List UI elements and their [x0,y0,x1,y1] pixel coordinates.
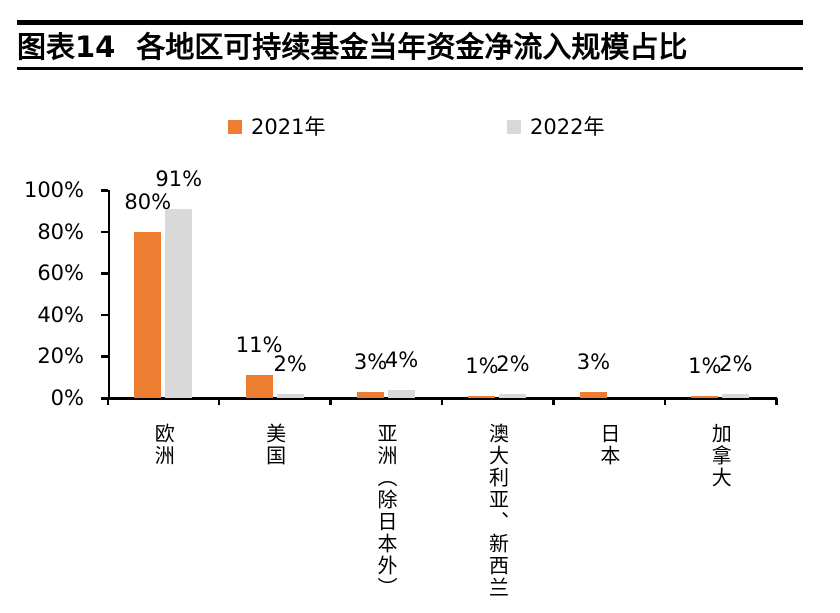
figure-header: 图表14 各地区可持续基金当年资金净流入规模占比 [17,29,687,65]
x-tick [440,398,444,405]
bar-value-label: 91% [155,166,203,191]
header-top-rule [17,20,803,25]
bar-s0-g5 [691,395,719,398]
y-tick-label: 100% [23,178,84,202]
x-tick [217,398,221,405]
bar-s0-g1 [245,375,273,398]
header-bottom-rule [17,67,803,70]
bar-value-label: 4% [384,347,419,372]
category-label: 亚洲（除日本外） [374,423,399,599]
y-tick [100,355,108,358]
bar-s0-g3 [468,395,496,398]
category-label: 欧洲 [151,423,176,467]
y-tick [100,230,108,234]
category-label: 美国 [262,423,287,467]
bar-s1-g1 [276,393,304,398]
y-tick-label: 40% [37,302,84,327]
x-tick [775,398,778,405]
bar-value-label: 3% [576,349,611,374]
legend-label: 2022年 [530,115,605,139]
y-tick-label: 0% [50,386,84,410]
bar-value-label: 1% [465,353,499,378]
figure-title: 各地区可持续基金当年资金净流入规模占比 [136,30,688,64]
y-tick [100,189,108,192]
bar-value-label: 80% [124,189,172,214]
x-tick [663,398,667,405]
bar-s1-g3 [499,393,527,398]
bar-value-label: 3% [353,349,388,374]
legend-item: 2021年 [228,112,325,142]
legend-swatch-icon [228,120,242,134]
y-tick-label: 80% [37,219,84,244]
y-tick [100,313,108,317]
category-label: 澳大利亚、新西兰 [485,423,510,599]
y-tick [100,397,108,400]
legend-item: 2022年 [507,112,604,142]
bar-value-label: 1% [688,353,722,378]
y-tick-label: 60% [37,261,84,286]
x-tick [106,398,109,405]
y-axis-line [107,190,110,398]
bar-value-label: 2% [719,351,753,376]
bar-s1-g0 [165,208,193,398]
bar-s0-g2 [357,391,385,398]
bar-s0-g0 [134,231,162,398]
x-tick [329,398,332,405]
bar-value-label: 2% [496,351,530,376]
legend-label: 2021年 [251,115,326,139]
bar-s1-g5 [722,393,750,398]
legend-swatch-icon [507,120,521,134]
y-tick [100,272,108,275]
bar-value-label: 2% [273,351,307,376]
bar-value-label: 11% [235,333,283,358]
bar-s1-g2 [388,389,416,398]
category-label: 日本 [596,423,621,467]
bar-s0-g4 [579,391,607,398]
category-label: 加拿大 [708,423,733,489]
x-tick [552,398,555,405]
figure-label: 图表14 [17,30,116,64]
y-tick-label: 20% [37,344,84,369]
